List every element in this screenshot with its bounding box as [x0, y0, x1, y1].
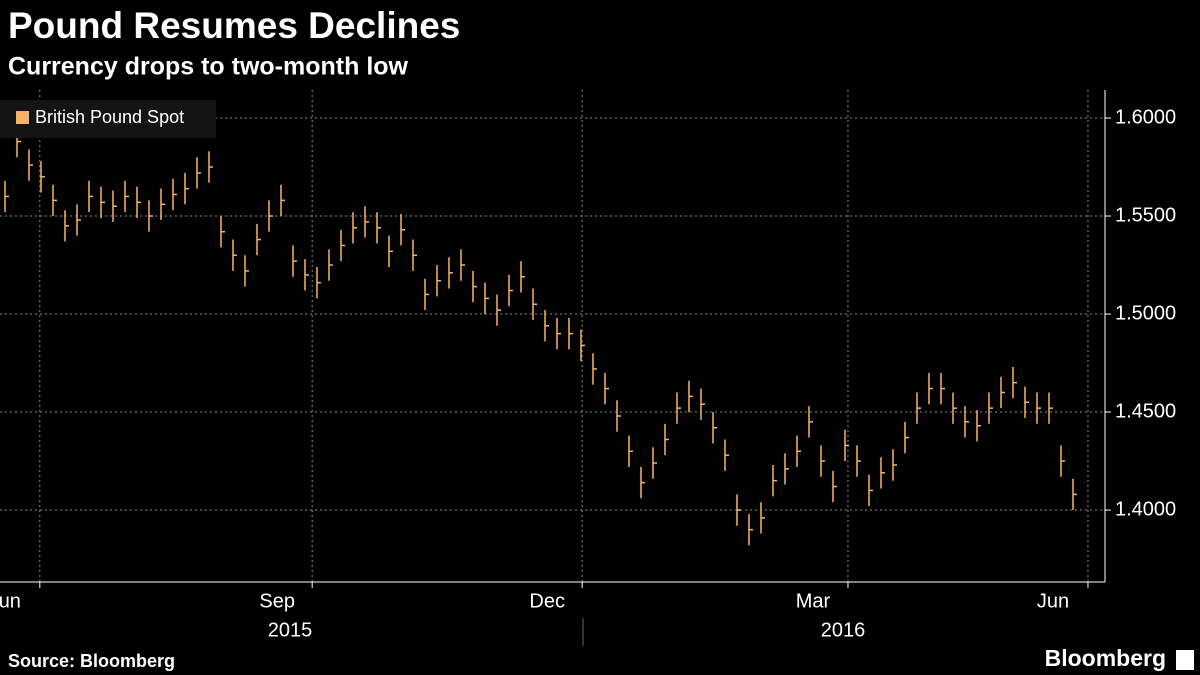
source: Source: Bloomberg — [8, 651, 175, 671]
y-tick-label: 1.6000 — [1115, 106, 1176, 128]
y-tick-label: 1.5000 — [1115, 302, 1176, 324]
legend-box — [0, 100, 216, 138]
x-tick-label: Jun — [0, 590, 21, 612]
year-label: 2016 — [821, 619, 866, 641]
x-tick-label: Sep — [259, 590, 295, 612]
x-tick-label: Jun — [1037, 590, 1069, 612]
y-tick-label: 1.4500 — [1115, 400, 1176, 422]
chart-subtitle: Currency drops to two-month low — [8, 53, 409, 81]
brand: Bloomberg — [1045, 645, 1166, 671]
legend-label: British Pound Spot — [35, 107, 184, 127]
chart-title: Pound Resumes Declines — [8, 5, 460, 46]
y-tick-label: 1.4000 — [1115, 498, 1176, 520]
x-tick-label: Mar — [796, 590, 831, 612]
legend-swatch — [16, 111, 29, 124]
brand-icon — [1176, 650, 1194, 670]
y-tick-label: 1.5500 — [1115, 204, 1176, 226]
year-label: 2015 — [268, 619, 313, 641]
x-tick-label: Dec — [529, 590, 565, 612]
